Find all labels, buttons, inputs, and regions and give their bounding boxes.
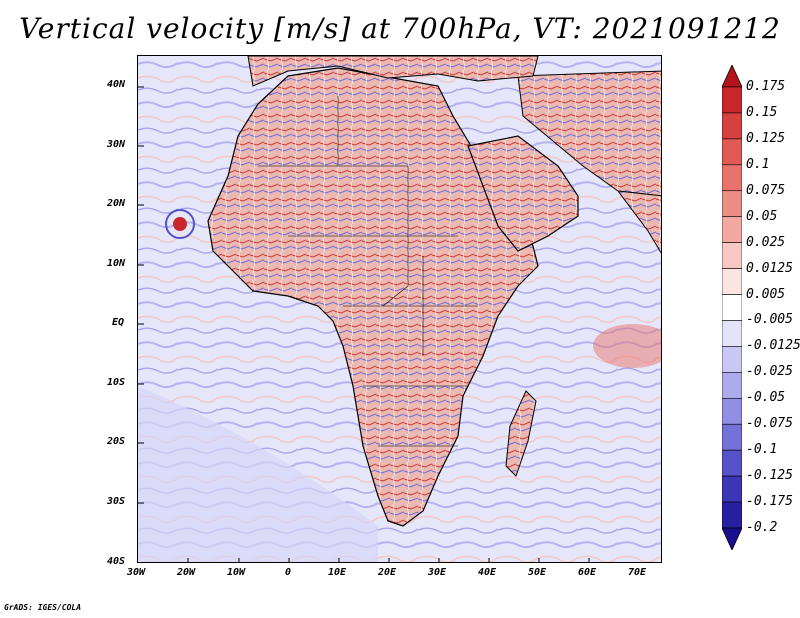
colorbar-cell — [722, 501, 742, 529]
map-panel — [137, 55, 662, 563]
colorbar-cell — [722, 268, 742, 295]
colorbar-tick-label: -0.075 — [746, 416, 793, 432]
colorbar-cell — [722, 164, 742, 192]
colorbar-cell — [722, 372, 742, 399]
lon-label-10w: 10W — [227, 567, 246, 578]
colorbar-tick-label: -0.005 — [746, 312, 793, 328]
colorbar-cell — [722, 190, 742, 218]
colorbar-max-triangle — [722, 65, 742, 88]
colorbar-tick-label: -0.1 — [746, 442, 778, 458]
lon-label-40e: 40E — [478, 567, 497, 578]
lat-label-10s: 10S — [107, 377, 126, 388]
colorbar-cell — [722, 397, 742, 425]
lat-label-40n: 40N — [107, 79, 126, 90]
colorbar-tick-label: 0.005 — [746, 286, 786, 302]
lon-label-10e: 10E — [328, 567, 347, 578]
map-svg — [138, 56, 661, 562]
colorbar-tick-label: -0.0125 — [746, 338, 800, 354]
lon-label-70e: 70E — [628, 567, 647, 578]
lat-label-30n: 30N — [107, 139, 126, 150]
madagascar — [505, 390, 537, 477]
lon-label-60e: 60E — [578, 567, 597, 578]
colorbar — [722, 65, 742, 550]
lon-label-30w: 30W — [127, 567, 146, 578]
colorbar-tick-label: -0.05 — [746, 390, 786, 406]
colorbar-tick-label: 0.175 — [746, 79, 786, 94]
colorbar-tick-label: 0.15 — [746, 104, 778, 120]
indian-ocean-patch — [593, 324, 661, 368]
lon-label-20w: 20W — [177, 567, 196, 578]
lon-label-30e: 30E — [428, 567, 447, 578]
colorbar-tick-label: -0.175 — [746, 494, 793, 510]
chart-title: Vertical velocity [m/s] at 700hPa, VT: 2… — [19, 12, 781, 45]
lat-label-10n: 10N — [107, 258, 126, 269]
colorbar-tick-label: 0.0125 — [746, 260, 793, 276]
colorbar-tick-label: 0.125 — [746, 130, 786, 146]
colorbar-cell — [722, 320, 742, 347]
colorbar-tick-label: -0.025 — [746, 364, 793, 380]
colorbar-tick-label: -0.125 — [746, 468, 793, 484]
colorbar-cell — [722, 112, 742, 140]
colorbar-cell — [722, 86, 742, 114]
lon-label-20e: 20E — [378, 567, 397, 578]
middle-east-landmass — [517, 70, 661, 197]
lon-label-50e: 50E — [528, 567, 547, 578]
lat-label-40s: 40S — [107, 556, 126, 567]
colorbar-tick-label: 0.075 — [746, 182, 786, 198]
india-landmass — [616, 190, 661, 254]
colorbar-min-triangle — [722, 527, 742, 550]
colorbar-cell — [722, 242, 742, 269]
lon-label-0: 0 — [285, 567, 292, 578]
lat-label-20s: 20S — [107, 436, 126, 447]
colorbar-tick-label: 0.025 — [746, 234, 786, 250]
lat-label-30s: 30S — [107, 496, 126, 507]
credit-text: GrADS: IGES/COLA — [4, 603, 82, 612]
colorbar-tick-label: -0.2 — [746, 520, 778, 535]
colorbar-cell — [722, 423, 742, 451]
europe-landmass — [247, 56, 539, 87]
colorbar-cell — [722, 294, 742, 321]
africa-landmass — [207, 67, 539, 527]
colorbar-cell — [722, 138, 742, 166]
country-borders — [258, 96, 478, 447]
lat-label-20n: 20N — [107, 198, 126, 209]
south-atlantic-band — [138, 386, 378, 562]
colorbar-cell — [722, 449, 742, 477]
colorbar-cell — [722, 216, 742, 243]
arabian-peninsula — [467, 135, 579, 252]
colorbar-cell — [722, 346, 742, 373]
colorbar-tick-label: 0.1 — [746, 156, 770, 172]
colorbar-tick-label: 0.05 — [746, 208, 778, 224]
lat-label-eq: EQ — [112, 317, 125, 328]
cyclone-swirl — [165, 209, 195, 239]
axis-ticks — [138, 86, 590, 562]
colorbar-cell — [722, 475, 742, 503]
